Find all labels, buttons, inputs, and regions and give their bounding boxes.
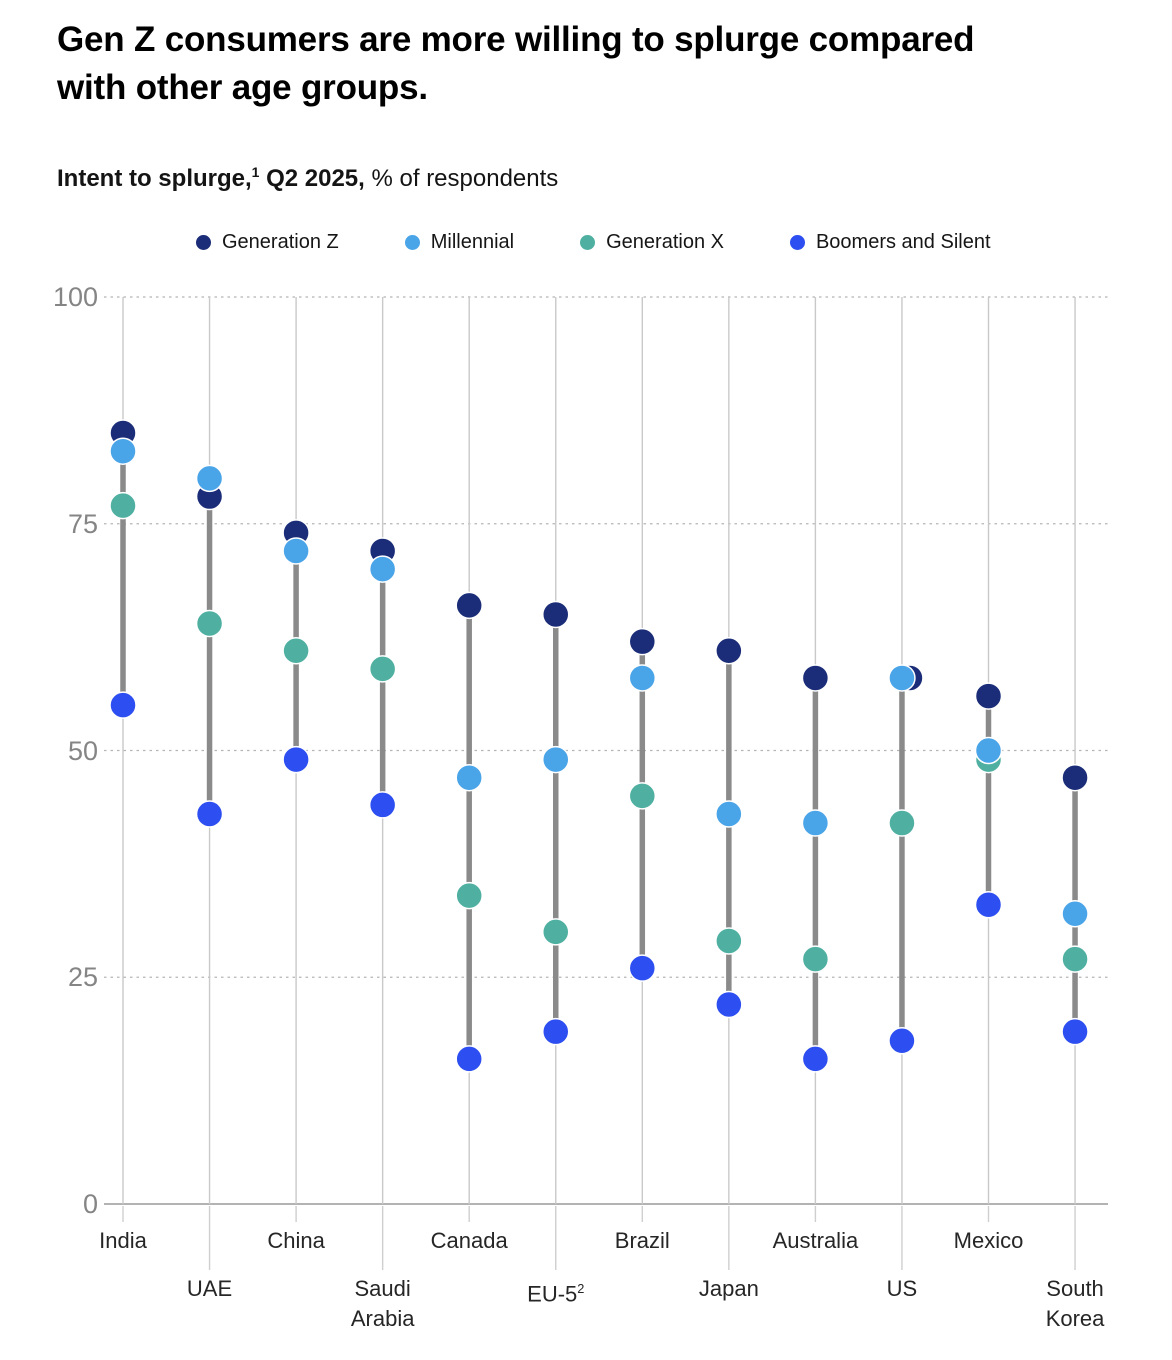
legend-dot-boomers-silent-icon bbox=[789, 235, 805, 250]
dot-boomers-and-silent-eu-5 bbox=[542, 1017, 570, 1046]
footnote-marker-icon: 2 bbox=[577, 1281, 585, 1296]
dot-generation-x-south-korea bbox=[1061, 945, 1089, 973]
dot-generation-x-japan bbox=[715, 927, 743, 955]
chart-legend: Generation Z Millennial Generation X Boo… bbox=[196, 231, 991, 254]
dot-boomers-and-silent-japan bbox=[715, 990, 743, 1019]
dot-boomers-and-silent-saudi-arabia bbox=[368, 791, 397, 819]
dot-millennial-brazil bbox=[628, 664, 657, 692]
dot-plot-chart bbox=[104, 296, 1108, 1270]
dot-boomers-and-silent-mexico bbox=[974, 890, 1003, 919]
legend-item-generation-z: Generation Z bbox=[196, 231, 339, 254]
x-label-australia: Australia bbox=[772, 1228, 859, 1253]
subtitle-measure: Intent to splurge, bbox=[57, 165, 252, 192]
dot-millennial-us bbox=[888, 664, 916, 692]
dot-generation-x-saudi-arabia bbox=[368, 655, 397, 683]
dot-boomers-and-silent-uae bbox=[195, 800, 224, 828]
title-line-2: with other age groups. bbox=[57, 68, 428, 107]
legend-dot-generation-z-icon bbox=[196, 235, 211, 250]
dot-generation-x-us bbox=[888, 809, 916, 837]
x-label-saudi-arabia: Saudi Arabia bbox=[350, 1276, 415, 1331]
legend-dot-generation-x-icon bbox=[580, 235, 596, 250]
x-label-china: China bbox=[267, 1228, 325, 1253]
title-line-1: Gen Z consumers are more willing to splu… bbox=[57, 20, 975, 59]
legend-dot-millennial-icon bbox=[404, 235, 420, 250]
dot-millennial-japan bbox=[715, 800, 743, 828]
chart-title: Gen Z consumers are more willing to splu… bbox=[57, 16, 975, 112]
x-label-us: US bbox=[886, 1276, 918, 1301]
y-tick-label-25: 25 bbox=[67, 962, 98, 993]
x-label-canada: Canada bbox=[430, 1228, 508, 1253]
legend-label-generation-z: Generation Z bbox=[222, 231, 339, 253]
dot-millennial-canada bbox=[455, 763, 483, 792]
dot-millennial-australia bbox=[801, 809, 830, 837]
dot-generation-z-australia bbox=[801, 664, 830, 692]
legend-label-millennial: Millennial bbox=[430, 231, 515, 253]
legend-item-millennial: Millennial bbox=[404, 231, 515, 254]
y-tick-label-0: 0 bbox=[82, 1189, 98, 1219]
x-label-south-korea: South Korea bbox=[1045, 1276, 1105, 1331]
x-label-mexico: Mexico bbox=[953, 1228, 1024, 1253]
y-tick-label-75: 75 bbox=[67, 508, 98, 539]
dot-generation-z-mexico bbox=[974, 682, 1003, 710]
subtitle-period: Q2 2025, bbox=[259, 165, 365, 192]
x-label-india: India bbox=[99, 1228, 147, 1253]
x-label-japan: Japan bbox=[698, 1276, 759, 1301]
dot-boomers-and-silent-south-korea bbox=[1061, 1017, 1089, 1046]
footnote-marker-icon: 1 bbox=[251, 164, 260, 180]
legend-label-boomers-silent: Boomers and Silent bbox=[815, 231, 991, 253]
x-label-brazil: Brazil bbox=[614, 1228, 670, 1253]
y-tick-label-100: 100 bbox=[52, 282, 98, 312]
dot-generation-z-canada bbox=[455, 591, 483, 620]
dot-boomers-and-silent-brazil bbox=[628, 954, 657, 982]
dot-generation-z-brazil bbox=[628, 627, 657, 656]
dot-generation-z-south-korea bbox=[1061, 763, 1089, 792]
dot-millennial-mexico bbox=[974, 736, 1003, 765]
legend-item-boomers-silent: Boomers and Silent bbox=[789, 231, 991, 254]
x-label-uae: UAE bbox=[186, 1276, 233, 1301]
dot-millennial-eu-5 bbox=[542, 745, 570, 774]
dot-millennial-south-korea bbox=[1061, 900, 1089, 928]
subtitle-unit: % of respondents bbox=[364, 165, 559, 192]
dot-boomers-and-silent-australia bbox=[801, 1045, 830, 1073]
dot-generation-x-eu-5 bbox=[542, 918, 570, 946]
dot-generation-x-uae bbox=[195, 609, 224, 638]
y-tick-label-50: 50 bbox=[67, 735, 98, 766]
legend-label-generation-x: Generation X bbox=[606, 231, 724, 253]
dot-millennial-saudi-arabia bbox=[368, 555, 397, 583]
dot-generation-x-brazil bbox=[628, 782, 657, 810]
dot-generation-z-japan bbox=[715, 636, 743, 665]
dot-millennial-india bbox=[109, 437, 137, 465]
chart-subtitle: Intent to splurge,1 Q2 2025, % of respon… bbox=[57, 164, 558, 193]
dot-generation-x-china bbox=[282, 636, 310, 665]
x-label-eu-5: EU-52 bbox=[527, 1281, 585, 1307]
dot-boomers-and-silent-china bbox=[282, 745, 310, 774]
dot-generation-x-australia bbox=[801, 945, 830, 973]
dot-generation-z-eu-5 bbox=[542, 600, 570, 629]
legend-item-generation-x: Generation X bbox=[580, 231, 724, 254]
dot-boomers-and-silent-india bbox=[109, 691, 137, 719]
dot-generation-x-canada bbox=[455, 881, 483, 910]
dot-generation-x-india bbox=[109, 491, 137, 520]
dot-millennial-uae bbox=[195, 464, 224, 493]
dot-boomers-and-silent-us bbox=[888, 1026, 916, 1055]
dot-boomers-and-silent-canada bbox=[455, 1045, 483, 1073]
dot-millennial-china bbox=[282, 537, 310, 565]
